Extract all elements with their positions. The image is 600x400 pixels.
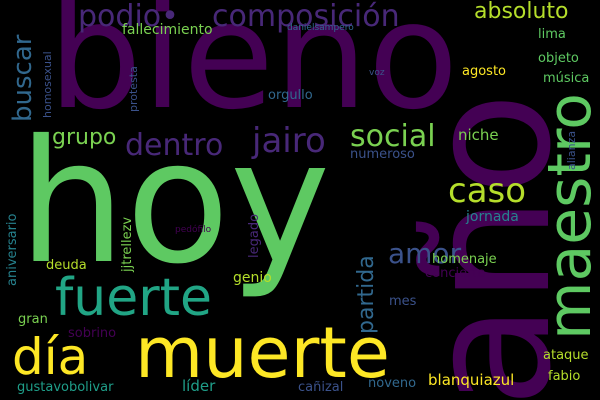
word-gran: gran: [18, 312, 48, 327]
word-pedofilo: pedófilo: [175, 225, 212, 235]
word-fuerte: fuerte: [55, 268, 213, 328]
word-grupo: grupo: [52, 125, 117, 150]
word-jjtrellezv: jjtrellezv: [120, 216, 135, 272]
word-sobrino: sobrino: [68, 326, 117, 341]
word-social: social: [350, 119, 436, 154]
word-canizal: cañizal: [298, 380, 344, 395]
word-muerte: muerte: [135, 312, 390, 394]
word-voz: voz: [369, 68, 385, 78]
word-blanquiazul: blanquiazul: [428, 371, 515, 389]
word-concierto: concierto: [425, 266, 486, 281]
word-legado: legado: [247, 213, 262, 258]
word-homenaje: homenaje: [432, 252, 497, 267]
word-mes: mes: [389, 294, 417, 309]
word-bieno: bieno: [48, 0, 459, 142]
word-noveno: noveno: [368, 376, 417, 391]
word-lider: líder: [182, 377, 216, 395]
word-musica: música: [543, 71, 590, 86]
word-genio: genio: [233, 270, 272, 286]
word-objeto: objeto: [538, 51, 579, 66]
word-danielsampero: danielsampero: [287, 23, 354, 33]
word-caso: caso: [448, 171, 527, 211]
word-protesta: protesta: [127, 66, 140, 112]
word-gustavobolivar: gustavobolivar: [17, 380, 114, 395]
word-agosto: agosto: [462, 64, 506, 79]
word-hoy: hoy: [18, 104, 331, 302]
word-absoluto: absoluto: [474, 0, 569, 24]
word-amor: amor: [388, 237, 462, 270]
word-fallecimiento: fallecimiento: [122, 22, 213, 38]
word-dia: día: [12, 328, 89, 386]
word-dentro: dentro: [125, 128, 224, 163]
word-jairo: jairo: [252, 121, 326, 161]
word-fabio: fabio: [548, 369, 581, 384]
word-orgullo: orgullo: [268, 88, 313, 103]
word-buscar: buscar: [8, 34, 38, 122]
word-ataque: ataque: [543, 348, 589, 363]
word-composicion: composición: [212, 0, 400, 34]
word-niche: niche: [458, 126, 499, 144]
word-aniversario: aniversario: [5, 213, 20, 286]
word-podio: podio•: [78, 0, 179, 34]
word-alianza: alianza: [565, 130, 578, 170]
word-jornada: jornada: [466, 209, 519, 225]
word-deuda: deuda: [46, 258, 87, 273]
word-numeroso: numeroso: [350, 147, 415, 162]
word-partida: partida: [354, 255, 379, 334]
word-lima: lima: [538, 27, 566, 42]
word-homosexual: homosexual: [41, 51, 54, 118]
